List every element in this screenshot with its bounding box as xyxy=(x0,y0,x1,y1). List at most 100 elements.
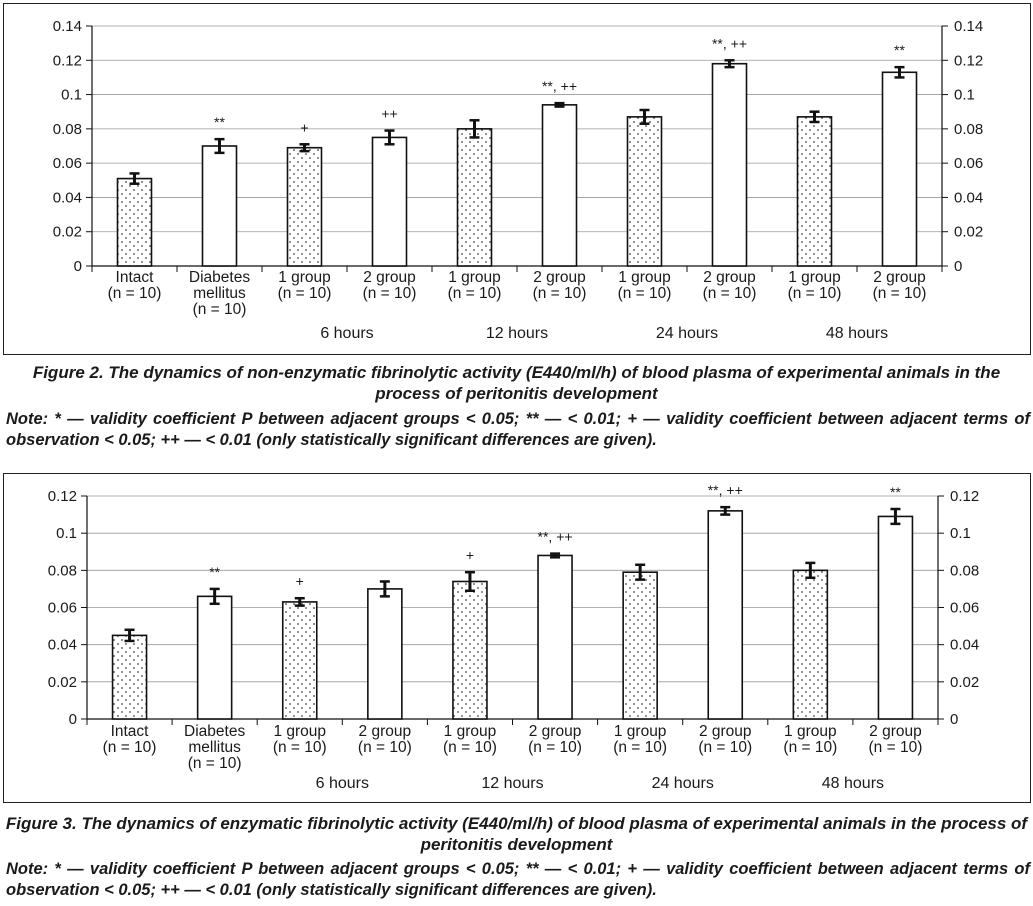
time-period-label: 12 hours xyxy=(486,325,548,342)
y-tick-label-left: 0.14 xyxy=(53,18,82,35)
bar xyxy=(711,62,748,267)
error-bar xyxy=(384,129,395,146)
bar xyxy=(792,569,829,720)
x-category-label: (n = 10) xyxy=(103,739,157,756)
error-bar xyxy=(639,108,650,125)
y-tick-label-right: 0.1 xyxy=(954,87,975,104)
x-category-label: 2 group xyxy=(529,723,582,740)
error-bar xyxy=(635,563,646,581)
x-category-label: 2 group xyxy=(533,269,586,286)
x-category-label: (n = 10) xyxy=(108,285,162,302)
x-category-label: Diabetes xyxy=(189,269,250,286)
y-tick-label-right: 0.12 xyxy=(954,52,983,69)
x-category-label: 1 group xyxy=(614,723,667,740)
figure-2-note: Note: * — validity coefficient P between… xyxy=(6,410,1030,449)
x-category-label: 2 group xyxy=(699,723,752,740)
y-tick-label-left: 0.12 xyxy=(48,488,77,505)
x-category-label: (n = 10) xyxy=(788,285,842,302)
y-tick-label-right: 0.12 xyxy=(950,488,979,505)
error-bar xyxy=(294,596,305,607)
error-bar xyxy=(469,119,480,139)
significance-label: ** xyxy=(890,484,901,500)
bar xyxy=(111,634,148,720)
y-tick-label-right: 0.08 xyxy=(950,562,979,579)
bar xyxy=(877,515,914,720)
figure-3-svg: 0 0 0.02 0.02 0.04 0.04 0.06 0.06 0.08 0.08 0.1 0.1… xyxy=(48,482,979,792)
error-bar xyxy=(214,137,225,155)
bar xyxy=(707,510,744,720)
x-category-label: 1 group xyxy=(448,269,501,286)
error-bar xyxy=(379,580,390,598)
x-category-label: (n = 10) xyxy=(873,285,927,302)
x-category-label: (n = 10) xyxy=(193,301,247,318)
x-category-label: (n = 10) xyxy=(273,739,327,756)
x-category-label: (n = 10) xyxy=(703,285,757,302)
time-period-label: 24 hours xyxy=(652,775,714,792)
y-tick-label-left: 0.04 xyxy=(48,637,77,654)
bar xyxy=(796,116,833,267)
y-tick-label-left: 0 xyxy=(74,258,82,275)
y-tick-label-right: 0.06 xyxy=(954,155,983,172)
significance-label: **, ++ xyxy=(708,482,743,498)
significance-label: ++ xyxy=(381,106,397,122)
time-period-label: 48 hours xyxy=(822,775,884,792)
y-tick-label-left: 0.12 xyxy=(53,52,82,69)
error-bar xyxy=(464,570,475,593)
y-tick-label-right: 0 xyxy=(950,711,958,728)
figure-2-caption: Figure 2. The dynamics of non-enzymatic … xyxy=(32,363,1001,403)
x-category-label: 2 group xyxy=(703,269,756,286)
x-category-label: (n = 10) xyxy=(358,739,412,756)
y-tick-label-right: 0.06 xyxy=(950,600,979,617)
significance-label: **, ++ xyxy=(538,529,573,545)
x-category-label: (n = 10) xyxy=(443,739,497,756)
time-period-label: 12 hours xyxy=(481,775,543,792)
y-tick-label-left: 0.04 xyxy=(53,189,82,206)
bar xyxy=(281,601,318,720)
significance-label: ** xyxy=(894,42,905,58)
significance-label: ** xyxy=(214,114,225,130)
x-category-label: mellitus xyxy=(188,739,241,756)
bar xyxy=(371,136,408,267)
x-category-label: Intact xyxy=(111,723,150,740)
y-tick-label-left: 0.08 xyxy=(48,562,77,579)
error-bar xyxy=(724,59,735,69)
error-bar xyxy=(209,587,220,606)
significance-label: + xyxy=(296,573,304,589)
y-tick-label-left: 0.08 xyxy=(53,121,82,138)
y-tick-label-right: 0.14 xyxy=(954,18,983,35)
bar xyxy=(626,116,663,267)
figure-2-chart: 0 0 0.02 0.02 0.04 0.04 0.06 0.06 0.08 0.08 0.1 0.1… xyxy=(3,3,1031,355)
y-tick-label-right: 0.1 xyxy=(950,525,971,542)
x-category-label: (n = 10) xyxy=(188,755,242,772)
significance-label: + xyxy=(466,547,474,563)
x-category-label: 1 group xyxy=(784,723,837,740)
error-bar xyxy=(894,65,905,79)
y-tick-label-left: 0.02 xyxy=(53,224,82,241)
x-category-label: (n = 10) xyxy=(533,285,587,302)
x-category-label: (n = 10) xyxy=(698,739,752,756)
error-bar xyxy=(554,101,565,108)
y-tick-label-right: 0 xyxy=(954,258,962,275)
x-category-label: (n = 10) xyxy=(528,739,582,756)
y-tick-label-left: 0.02 xyxy=(48,674,77,691)
bar xyxy=(622,571,658,720)
x-category-label: 1 group xyxy=(444,723,497,740)
time-period-label: 24 hours xyxy=(656,325,718,342)
x-category-label: (n = 10) xyxy=(613,739,667,756)
x-category-label: Diabetes xyxy=(184,723,245,740)
error-bar xyxy=(129,172,140,185)
significance-label: ** xyxy=(209,564,220,580)
bar xyxy=(116,177,153,267)
x-category-label: (n = 10) xyxy=(783,739,837,756)
significance-label: **, ++ xyxy=(712,35,747,51)
bar xyxy=(456,128,493,267)
significance-label: + xyxy=(300,119,308,135)
error-bar xyxy=(809,110,820,124)
x-category-label: 2 group xyxy=(869,723,922,740)
x-category-label: Intact xyxy=(116,269,155,286)
x-category-label: 1 group xyxy=(273,723,326,740)
y-tick-label-left: 0.1 xyxy=(61,87,82,104)
y-tick-label-left: 0 xyxy=(69,711,77,728)
error-bar xyxy=(124,628,135,643)
y-tick-label-right: 0.08 xyxy=(954,121,983,138)
